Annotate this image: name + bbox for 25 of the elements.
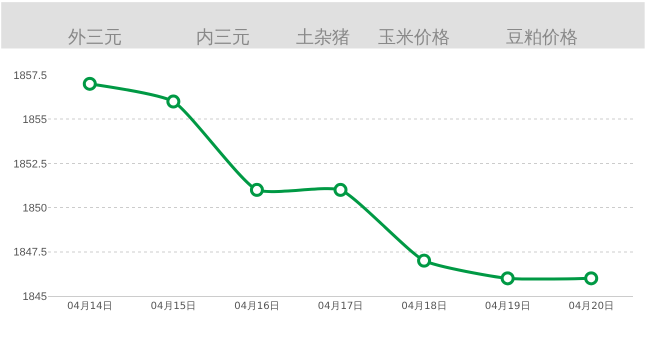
y-tick-label: 1845 [22,290,47,303]
x-tick-label: 04月15日 [150,301,196,312]
y-tick-label: 1847.5 [13,246,47,259]
point [82,76,97,91]
point [334,182,348,197]
y-tick-label: 1857.5 [13,70,47,82]
x-tick-label: 04月17日 [318,301,364,312]
point [584,271,598,286]
x-tick-label: 04月19日 [484,301,530,312]
point [417,254,432,268]
point [166,94,180,109]
point [250,182,264,197]
x-tick-label: 04月14日 [67,301,113,312]
text: 豆粕价格 [506,27,578,48]
text: 外三元 [68,27,122,48]
x-tick-label: 04月18日 [401,301,447,312]
text: 玉米价格 [378,27,450,48]
point [500,271,515,286]
y-tick-label: 1852.5 [13,158,47,170]
text: 内三元 [196,27,250,48]
x-tick-label: 04月20日 [568,301,614,312]
text: 土杂猪 [296,27,350,48]
y-tick-label: 1850 [22,202,47,214]
y-tick-label: 1855 [22,114,47,126]
x-tick-label: 04月16日 [234,301,280,312]
